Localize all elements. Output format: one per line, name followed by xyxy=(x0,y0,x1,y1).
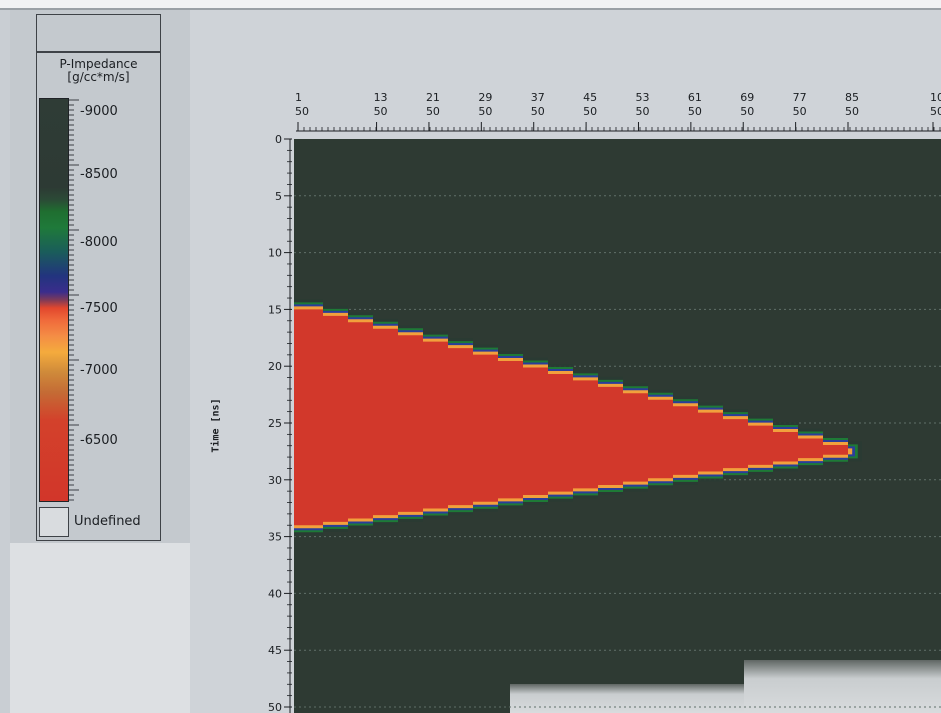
x-tick-label-sub-45: 50 xyxy=(583,105,597,118)
y-tick-label-40: 40 xyxy=(268,587,282,600)
x-tick-label-sub-13: 50 xyxy=(374,105,388,118)
legend-label-8500: -8500 xyxy=(80,167,118,182)
x-tick-label-trace-21: 21 xyxy=(426,91,440,104)
x-tick-label-sub-29: 50 xyxy=(478,105,492,118)
x-tick-label-sub-1: 50 xyxy=(295,105,309,118)
y-tick-label-30: 30 xyxy=(268,474,282,487)
color-legend xyxy=(36,52,161,541)
x-tick-label-trace-61: 61 xyxy=(688,91,702,104)
y-tick-label-5: 5 xyxy=(275,190,282,203)
x-tick-label-trace-1: 1 xyxy=(295,91,302,104)
legend-label-7000: -7000 xyxy=(80,363,118,378)
wedge-red-fill xyxy=(294,309,848,526)
x-tick-label-sub-100: 50 xyxy=(930,105,941,118)
x-tick-label-trace-100: 100 xyxy=(930,91,941,104)
legend-panel-footer xyxy=(10,543,190,713)
x-tick-label-sub-85: 50 xyxy=(845,105,859,118)
x-tick-label-sub-53: 50 xyxy=(635,105,649,118)
legend-label-9000: -9000 xyxy=(80,104,118,119)
x-tick-label-trace-77: 77 xyxy=(793,91,807,104)
undefined-label: Undefined xyxy=(74,514,141,529)
x-tick-label-trace-37: 37 xyxy=(531,91,545,104)
x-tick-label-trace-29: 29 xyxy=(478,91,492,104)
x-tick-label-sub-61: 50 xyxy=(688,105,702,118)
legend-label-7500: -7500 xyxy=(80,301,118,316)
legend-label-8000: -8000 xyxy=(80,235,118,250)
y-tick-label-50: 50 xyxy=(268,701,282,713)
x-tick-label-trace-69: 69 xyxy=(740,91,754,104)
x-tick-label-trace-13: 13 xyxy=(374,91,388,104)
y-tick-label-15: 15 xyxy=(268,303,282,316)
legend-title-line2: [g/cc*m/s] xyxy=(67,70,130,84)
y-tick-label-45: 45 xyxy=(268,644,282,657)
y-tick-label-20: 20 xyxy=(268,360,282,373)
x-tick-label-sub-37: 50 xyxy=(531,105,545,118)
x-tick-label-sub-69: 50 xyxy=(740,105,754,118)
y-tick-label-10: 10 xyxy=(268,247,282,260)
x-tick-label-sub-77: 50 xyxy=(793,105,807,118)
y-tick-label-0: 0 xyxy=(275,133,282,146)
legend-label-6500: -6500 xyxy=(80,433,118,448)
lower-region-right xyxy=(744,660,941,713)
legend-header-box xyxy=(36,14,161,52)
lower-region-left xyxy=(510,684,750,713)
x-tick-label-sub-21: 50 xyxy=(426,105,440,118)
legend-title-line1: P-Impedance xyxy=(59,57,138,71)
legend-title: P-Impedance [g/cc*m/s] xyxy=(36,58,161,84)
undefined-swatch xyxy=(39,507,69,537)
y-tick-label-25: 25 xyxy=(268,417,282,430)
window-top-border xyxy=(0,0,941,10)
y-tick-label-35: 35 xyxy=(268,531,282,544)
color-scale-ticks xyxy=(69,99,79,501)
color-scale-bar xyxy=(39,98,69,502)
x-tick-label-trace-85: 85 xyxy=(845,91,859,104)
x-tick-label-trace-45: 45 xyxy=(583,91,597,104)
x-tick-label-trace-53: 53 xyxy=(635,91,649,104)
